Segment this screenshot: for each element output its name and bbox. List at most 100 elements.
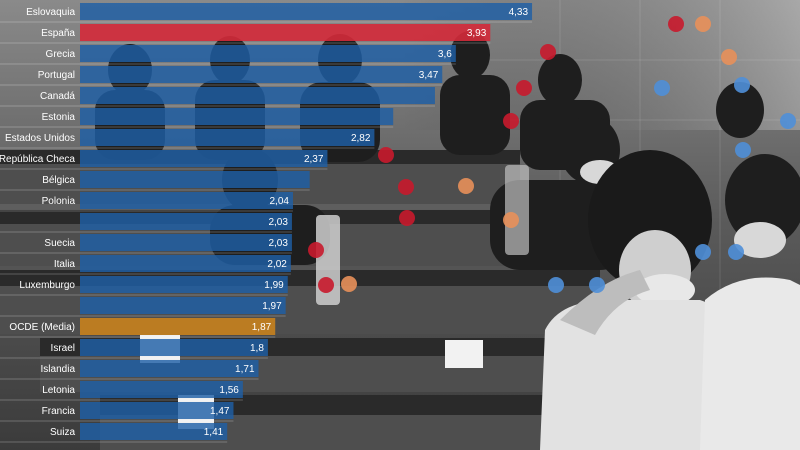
category-label: Grecia [46, 49, 76, 60]
bar-row: Luxemburgo 1,99 [0, 276, 288, 296]
decorative-dot [695, 16, 711, 32]
category-label: Francia [42, 406, 76, 417]
bar-row: Islandia 1,71 [0, 360, 259, 380]
value-label: 3,93 [467, 28, 487, 39]
bar [80, 255, 291, 272]
bar [80, 87, 435, 104]
value-label: 1,97 [262, 301, 282, 312]
value-label: 1,8 [250, 343, 264, 354]
bar [80, 213, 292, 230]
decorative-dot [548, 277, 564, 293]
decorative-dot [540, 44, 556, 60]
value-label: 1,71 [235, 364, 255, 375]
bar [80, 339, 268, 356]
value-label: 3,6 [438, 49, 452, 60]
decorative-dot [399, 210, 415, 226]
bar [80, 360, 259, 377]
bar-row: Canadá [0, 87, 435, 107]
value-label: 3,47 [419, 70, 439, 81]
bar [80, 297, 286, 314]
bar-row: Grecia 3,6 [0, 45, 456, 65]
bar-row: 2,03 [0, 213, 292, 233]
decorative-dot [728, 244, 744, 260]
value-label: 2,04 [270, 196, 290, 207]
category-label: Italia [54, 259, 76, 270]
value-label: 2,37 [304, 154, 324, 165]
category-label: Estonia [42, 112, 76, 123]
bar [80, 24, 491, 41]
value-label: 2,82 [351, 133, 371, 144]
bar [80, 150, 328, 167]
category-label: España [41, 28, 75, 39]
value-label: 2,03 [268, 217, 288, 228]
bar [80, 66, 443, 83]
category-label: República Checa [0, 154, 75, 165]
bar [80, 276, 288, 293]
category-label: Islandia [41, 364, 76, 375]
decorative-dot [695, 244, 711, 260]
value-label: 1,41 [204, 427, 224, 438]
value-label: 1,56 [219, 385, 239, 396]
value-label: 2,03 [268, 238, 288, 249]
bar [80, 192, 293, 209]
decorative-dot [398, 179, 414, 195]
category-label: OCDE (Media) [9, 322, 75, 333]
decorative-dot [341, 276, 357, 292]
bar [80, 234, 292, 251]
category-label: Eslovaquia [26, 7, 75, 18]
decorative-dot [780, 113, 796, 129]
value-label: 1,47 [210, 406, 230, 417]
bar-row: República Checa 2,37 [0, 150, 328, 170]
value-label: 2,02 [267, 259, 287, 270]
bar-row: Estados Unidos 2,82 [0, 129, 375, 149]
decorative-dot [734, 77, 750, 93]
category-label: Letonia [42, 385, 75, 396]
bar-row: España 3,93 [0, 24, 491, 44]
category-label: Suiza [50, 427, 75, 438]
value-label: 1,99 [264, 280, 284, 291]
bar [80, 402, 234, 419]
bar-row: Polonia 2,04 [0, 192, 293, 212]
decorative-dot [308, 242, 324, 258]
bar [80, 381, 243, 398]
bar-row: Suecia 2,03 [0, 234, 292, 254]
bar-row: Bélgica [0, 171, 310, 191]
bar-row: Francia 1,47 [0, 402, 234, 422]
bar [80, 108, 394, 125]
decorative-dot [503, 113, 519, 129]
bar-row: Estonia [0, 108, 394, 128]
category-label: Suecia [44, 238, 75, 249]
bar-row: Suiza 1,41 [0, 423, 228, 443]
decorative-dot [589, 277, 605, 293]
value-label: 1,87 [252, 322, 272, 333]
category-label: Luxemburgo [19, 280, 75, 291]
category-label: Estados Unidos [5, 133, 75, 144]
value-label: 4,33 [509, 7, 529, 18]
decorative-dot [516, 80, 532, 96]
bar [80, 3, 533, 20]
bar [80, 423, 228, 440]
decorative-dot [458, 178, 474, 194]
bar-row: 1,97 [0, 297, 286, 317]
category-label: Israel [51, 343, 75, 354]
bar-row: OCDE (Media) 1,87 [0, 318, 276, 338]
bar-row: Portugal 3,47 [0, 66, 443, 86]
bar [80, 171, 310, 188]
bar-row: Letonia 1,56 [0, 381, 243, 401]
bar-row: Israel 1,8 [0, 339, 268, 359]
category-label: Polonia [42, 196, 76, 207]
decorative-dot [721, 49, 737, 65]
bar [80, 45, 456, 62]
category-label: Bélgica [42, 175, 75, 186]
decorative-dot [378, 147, 394, 163]
category-label: Canadá [40, 91, 75, 102]
decorative-dot [735, 142, 751, 158]
bar-row: Italia 2,02 [0, 255, 291, 275]
decorative-dot [654, 80, 670, 96]
bar [80, 318, 276, 335]
bar [80, 129, 375, 146]
bar-row: Eslovaquia 4,33 [0, 3, 533, 23]
decorative-dot [668, 16, 684, 32]
